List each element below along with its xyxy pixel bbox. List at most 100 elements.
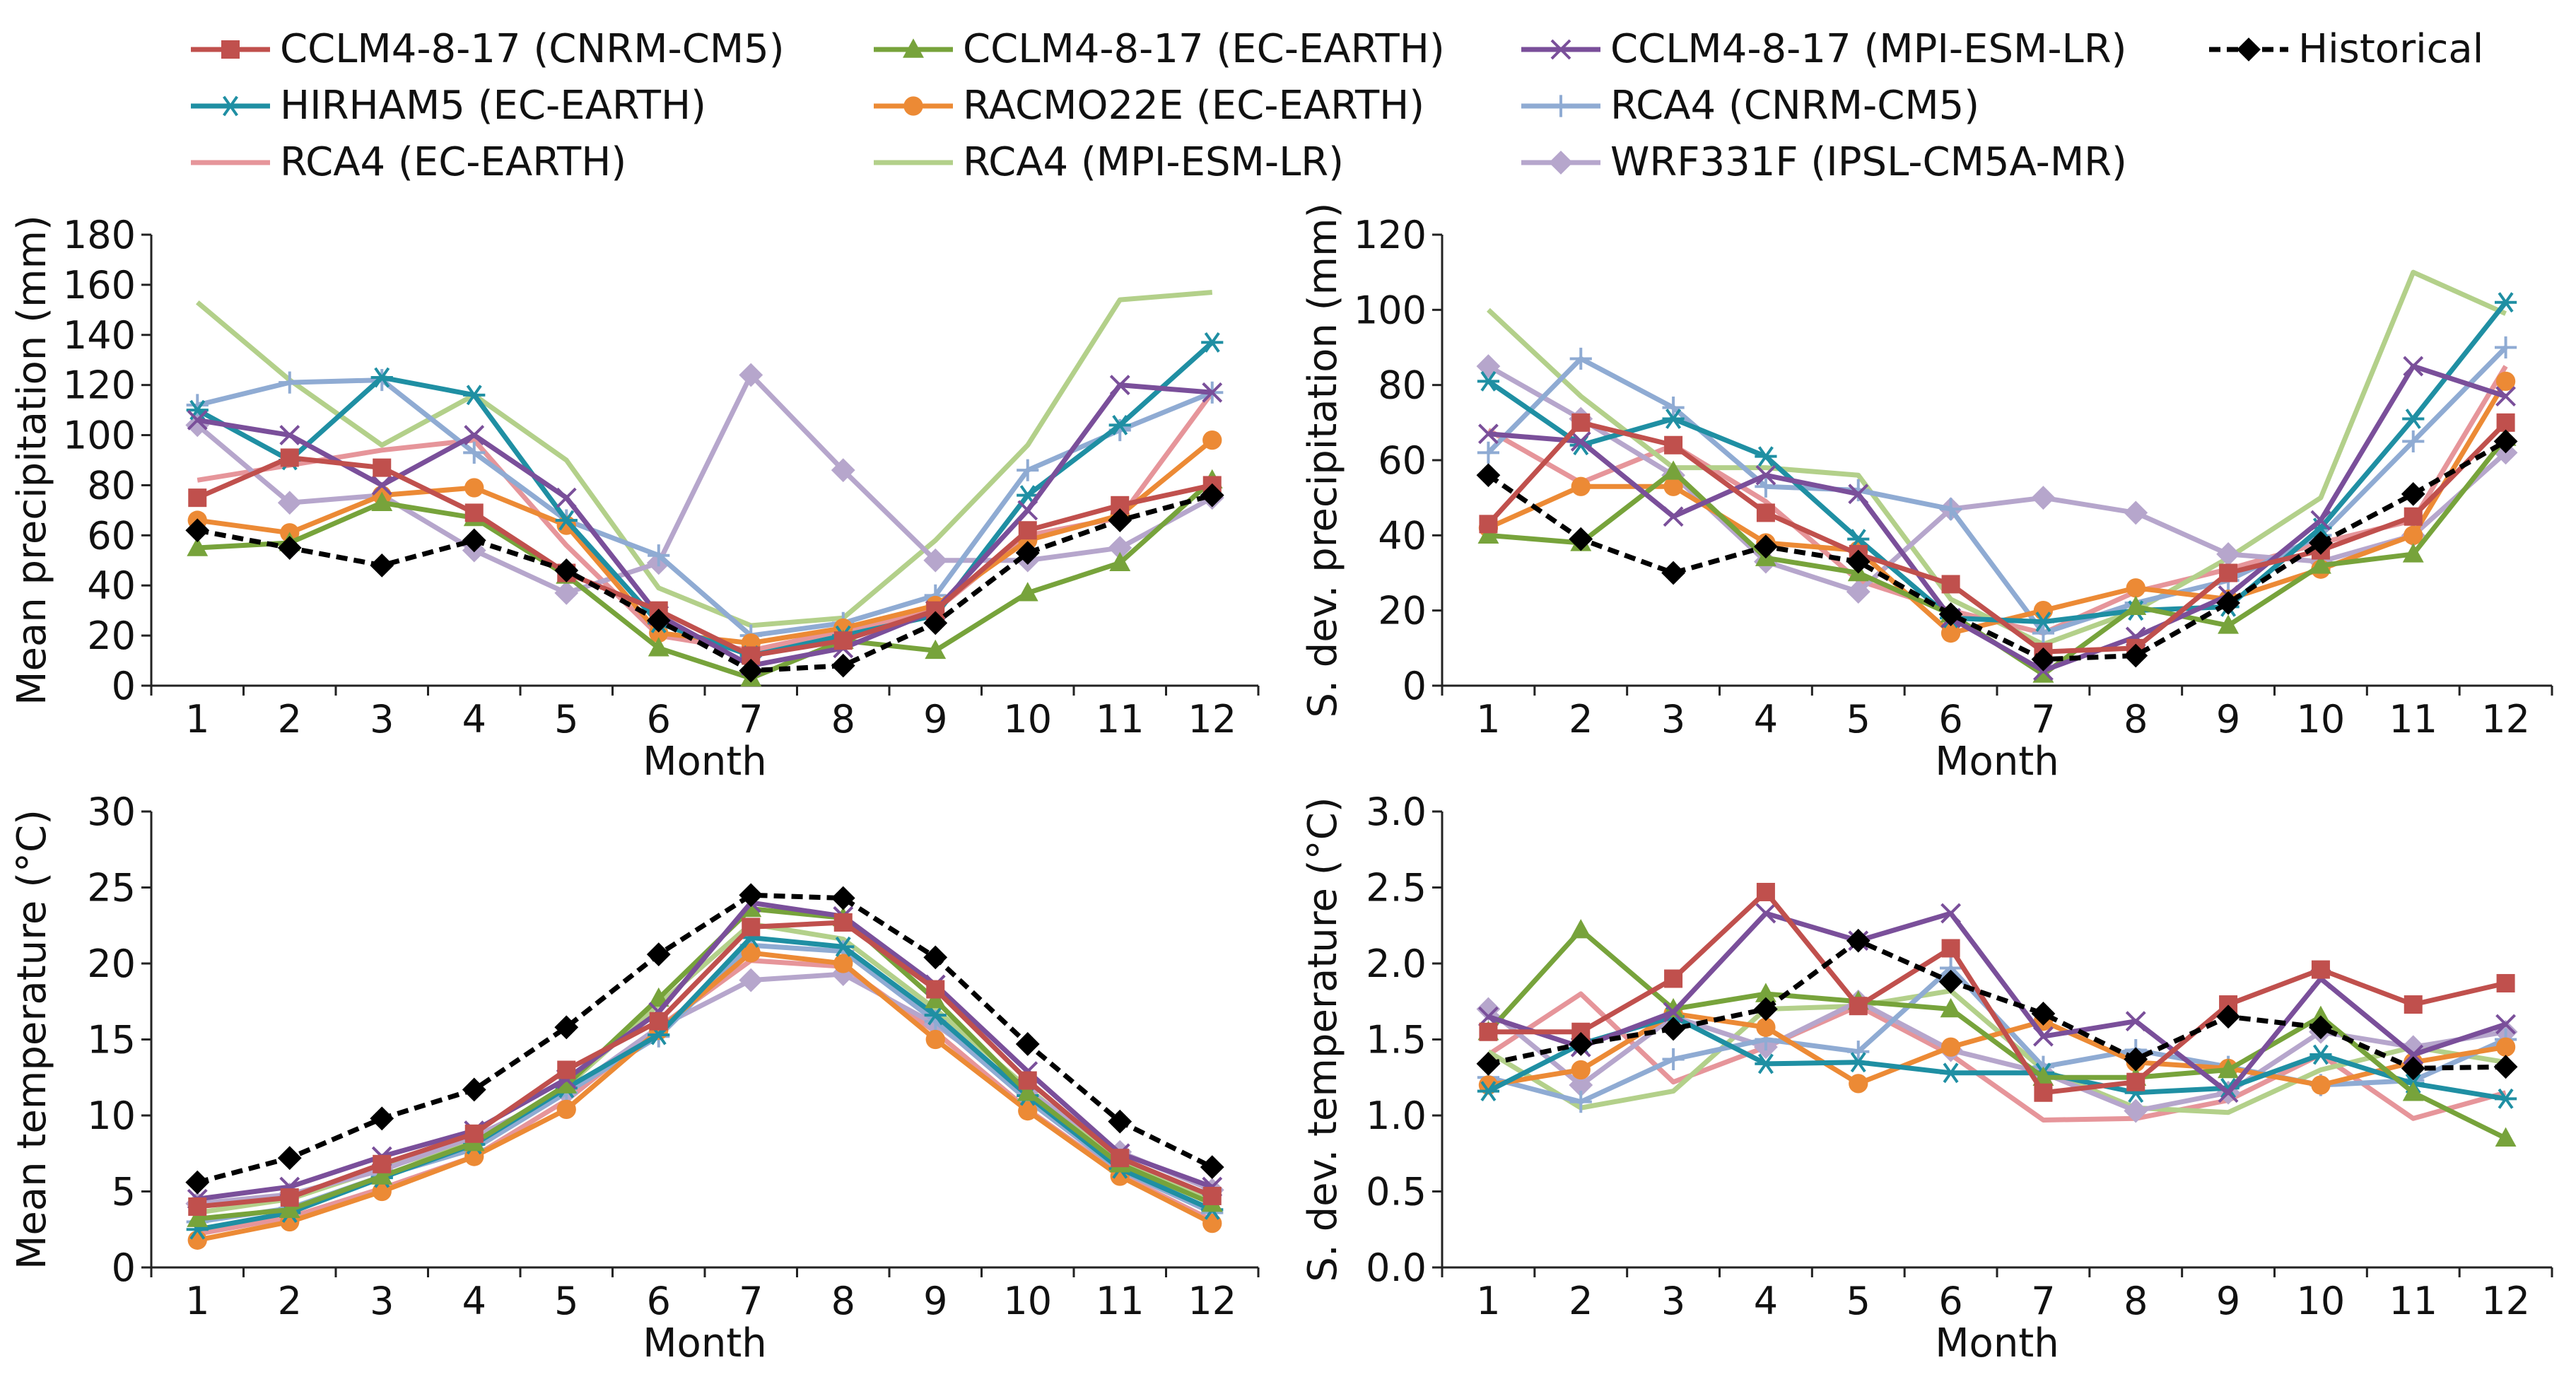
y-tick-label: 10 xyxy=(87,1094,136,1138)
data-point xyxy=(742,918,761,937)
series-rca4-mpi-esm-lr xyxy=(195,290,1213,628)
data-point xyxy=(2309,554,2331,574)
data-point xyxy=(1476,997,1501,1021)
legend-item-rca4-ec-earth: RCA4 (EC-EARTH) xyxy=(191,139,626,185)
data-point xyxy=(924,1004,947,1026)
series-historical xyxy=(1476,928,2518,1081)
x-tick-label: 4 xyxy=(1754,697,1778,742)
data-point xyxy=(1570,431,1591,452)
y-tick-label: 120 xyxy=(1354,213,1427,257)
data-point xyxy=(279,1198,300,1218)
data-point xyxy=(2401,1056,2425,1081)
y-tick-label: 3.0 xyxy=(1366,790,1427,834)
x-tick-label: 5 xyxy=(554,697,578,742)
x-tick-label: 1 xyxy=(1476,1279,1500,1323)
data-point xyxy=(1017,500,1038,521)
data-point xyxy=(1941,575,1960,594)
data-point xyxy=(1108,536,1132,560)
series-line xyxy=(1487,938,2506,1071)
data-point xyxy=(2032,621,2055,645)
series-wrf331f-ipsl-cm5a-mr xyxy=(185,363,1224,605)
y-tick-label: 1.0 xyxy=(1366,1094,1427,1138)
y-tick-label: 0 xyxy=(112,664,136,708)
data-point xyxy=(1755,464,1776,486)
data-point xyxy=(1201,332,1224,353)
x-tick-label: 12 xyxy=(2481,697,2530,742)
data-point xyxy=(1846,928,1870,953)
data-point xyxy=(1847,1052,1870,1073)
data-point xyxy=(187,537,209,556)
data-point xyxy=(1756,503,1775,522)
legend-label: WRF331F (IPSL-CM5A-MR) xyxy=(1610,139,2127,185)
data-point xyxy=(1847,1041,1870,1063)
data-point xyxy=(1940,623,1961,643)
data-point xyxy=(2032,611,2055,633)
data-point xyxy=(1477,1081,1500,1102)
data-point xyxy=(2403,1044,2424,1065)
x-axis-title: Month xyxy=(1935,1320,2059,1366)
series-line xyxy=(1487,910,2507,1096)
data-point xyxy=(1939,498,1962,520)
data-point xyxy=(1570,919,1592,939)
data-point xyxy=(1661,561,1685,585)
legend-item-cclm4-8-17-ec-earth: CCLM4-8-17 (EC-EARTH) xyxy=(874,26,1445,72)
data-point xyxy=(1571,476,1591,496)
data-point xyxy=(1939,1062,1962,1084)
data-point xyxy=(2124,1047,2148,1072)
data-point xyxy=(2311,960,2330,979)
legend-item-cclm4-8-17-mpi-esm-lr: CCLM4-8-17 (MPI-ESM-LR) xyxy=(1521,26,2127,72)
data-point xyxy=(557,1060,576,1079)
series-racmo22e-ec-earth xyxy=(1478,371,2516,643)
series-line xyxy=(197,377,1214,638)
data-point xyxy=(2033,601,2054,621)
y-tick-label: 15 xyxy=(87,1018,136,1062)
series-cclm4-8-17-cnrm-cm5 xyxy=(1479,882,2515,1102)
data-point xyxy=(279,371,301,394)
series-line xyxy=(1486,927,2507,1141)
data-point xyxy=(277,536,302,560)
data-point xyxy=(371,1165,393,1185)
data-point xyxy=(2216,1004,2240,1029)
x-tick-label: 6 xyxy=(1938,697,1962,742)
data-point xyxy=(555,510,578,531)
data-point xyxy=(1664,435,1683,455)
data-point xyxy=(373,1154,392,1173)
series-line xyxy=(197,971,1214,1207)
y-tick-label: 0.0 xyxy=(1366,1246,1427,1290)
data-point xyxy=(2310,510,2331,531)
data-point xyxy=(464,503,484,522)
data-point xyxy=(1571,413,1591,432)
x-tick-label: 6 xyxy=(647,697,671,742)
data-point xyxy=(1755,446,1777,467)
data-point xyxy=(1756,1017,1776,1037)
legend-marker-cclm4-8-17-ec-earth xyxy=(903,38,924,58)
legend-marker-rca4-cnrm-cm5 xyxy=(1550,95,1572,117)
legend-marker-cclm4-8-17-cnrm-cm5 xyxy=(221,40,240,59)
data-point xyxy=(1846,549,1870,574)
legend-item-rca4-cnrm-cm5: RCA4 (CNRM-CM5) xyxy=(1521,83,1979,129)
series-line xyxy=(197,478,1214,681)
legend-label: RCA4 (MPI-ESM-LR) xyxy=(963,139,1344,185)
y-tick-label: 1.5 xyxy=(1366,1018,1427,1062)
y-tick-label: 20 xyxy=(1378,589,1427,633)
data-point xyxy=(1938,602,1963,626)
data-point xyxy=(2402,409,2425,429)
x-tick-label: 4 xyxy=(1754,1279,1778,1323)
data-point xyxy=(1476,354,1501,378)
data-point xyxy=(187,1230,207,1250)
x-axis-title: Month xyxy=(1935,739,2059,785)
y-axis-title: Mean precipitation (mm) xyxy=(9,215,55,705)
data-point xyxy=(1015,1032,1040,1056)
series-historical xyxy=(185,483,1224,683)
series-line xyxy=(197,950,1214,1243)
legend-label: RCA4 (EC-EARTH) xyxy=(280,139,626,185)
legend-label: Historical xyxy=(2298,26,2483,72)
y-tick-label: 180 xyxy=(63,213,136,257)
data-point xyxy=(1940,1037,1961,1057)
x-tick-label: 12 xyxy=(1188,697,1236,742)
x-tick-label: 12 xyxy=(1188,1279,1236,1323)
legend-label: CCLM4-8-17 (MPI-ESM-LR) xyxy=(1610,26,2127,72)
series-line xyxy=(1488,889,2507,1096)
data-point xyxy=(2309,1005,2331,1025)
data-point xyxy=(833,913,853,932)
